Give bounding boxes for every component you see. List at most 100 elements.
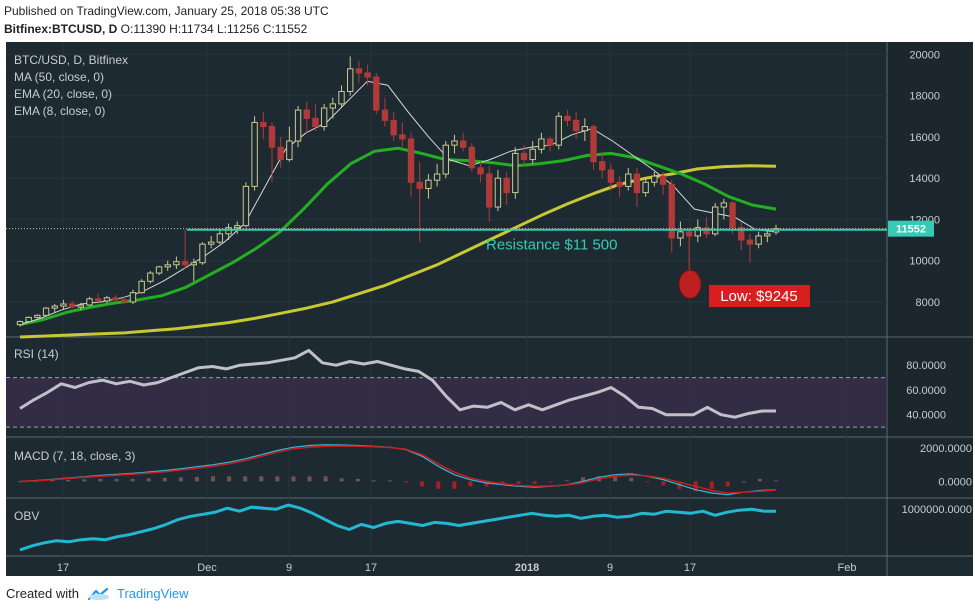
macd-histogram-bar [114,478,119,482]
candle-body [68,303,76,308]
time-tick-label: 17 [57,562,69,574]
rsi-tick-label: 40.0000 [906,410,946,422]
obv-title: OBV [14,509,39,523]
candle-body [651,175,658,183]
candle-body [86,298,93,306]
macd-histogram-bar [757,478,762,482]
candle-body [95,298,102,302]
candle-body [503,177,510,194]
macd-histogram-bar [629,477,634,482]
macd-histogram-bar [194,476,199,482]
tradingview-brand-link[interactable]: TradingView [116,586,189,601]
time-tick-label: 2018 [515,562,539,574]
candle-body [729,202,736,229]
candle-body [225,227,232,235]
time-tick-label: 9 [286,562,292,574]
candle-body [51,305,58,309]
candle-body [442,144,449,175]
symbol-ohlc-line: Bitfinex:BTCUSD, D O:11390 H:11734 L:112… [4,22,307,36]
candle-body [199,243,206,264]
candle-body [303,109,310,119]
low-label: Low: $9245 [720,288,798,305]
macd-histogram-bar [162,477,167,482]
rsi-line [19,348,776,419]
candle-body [546,138,554,146]
candle-body [694,227,701,237]
candle-body [60,303,67,307]
candle-body [433,173,441,181]
candle-body [659,175,667,185]
candle-body [25,316,32,323]
price-tick-label: 18000 [909,91,940,103]
macd-histogram-bar [66,479,71,482]
macd-title: MACD (7, 18, close, 3) [14,449,135,463]
macd-histogram-bar [130,478,135,482]
obv-line [19,503,776,552]
macd-histogram-bar [709,481,714,489]
macd-histogram-bar [532,481,537,484]
candle-body [633,173,641,194]
last-price-value: 11552 [896,224,926,236]
price-tick-label: 16000 [909,132,940,144]
macd-histogram-bar [516,481,521,484]
macd-histogram-bar [774,480,778,482]
candle-body [555,115,562,146]
macd-histogram-bar [323,476,328,482]
candle-body [581,126,589,132]
price-tick-label: 10000 [909,256,940,268]
symbol-label: Bitfinex:BTCUSD, D [4,22,118,36]
candle-body [746,239,754,245]
candle-body [112,297,119,301]
indicator-legend-item: EMA (8, close, 0) [14,104,105,118]
macd-histogram-bar [484,481,489,487]
created-with-label: Created with [6,586,79,601]
indicator-legend-item: EMA (20, close, 0) [14,87,112,101]
published-line: Published on TradingView.com, January 25… [4,4,329,18]
last-price-badge [888,220,934,237]
ma50-line [19,164,777,339]
macd-histogram-bar [355,478,360,482]
macd-histogram-bar [564,480,569,482]
candle-body [720,202,728,208]
candle-body [625,173,632,187]
candle-body [251,121,258,187]
macd-histogram-bar [725,481,730,487]
candle-body [677,231,684,239]
rsi-tick-label: 80.0000 [906,360,946,372]
candle-body [42,307,50,316]
macd-signal-line [19,445,777,494]
macd-histogram-bar [500,481,505,484]
low-marker [678,269,702,299]
candle-body [16,321,24,326]
macd-histogram-bar [420,481,425,487]
macd-histogram-bar [178,477,183,482]
candle-body [616,181,623,187]
macd-histogram-bar [307,476,312,482]
macd-histogram-bar [259,476,264,482]
candle-body [685,231,693,237]
candle-body [416,181,423,189]
candle-body [286,140,293,161]
candle-body [34,314,41,318]
candle-body [103,297,111,302]
candle-body [755,235,762,245]
macd-histogram-bar [452,481,457,489]
time-tick-label: Feb [838,562,857,574]
price-tick-label: 14000 [909,173,940,185]
macd-histogram-bar [580,477,585,482]
candle-body [642,181,649,194]
candle-body [164,264,171,268]
macd-histogram-bar [50,480,55,482]
price-tick-label: 8000 [916,297,940,309]
candle-body [147,272,154,282]
candle-body [599,161,606,171]
candle-body [711,206,719,235]
macd-histogram-bar [371,480,376,482]
macd-histogram-bar [661,481,666,486]
candle-body [173,261,180,266]
time-tick-label: 9 [607,562,613,574]
candle-body [260,121,267,128]
candle-body [268,126,276,148]
macd-tick-label: 0.0000 [938,476,972,488]
